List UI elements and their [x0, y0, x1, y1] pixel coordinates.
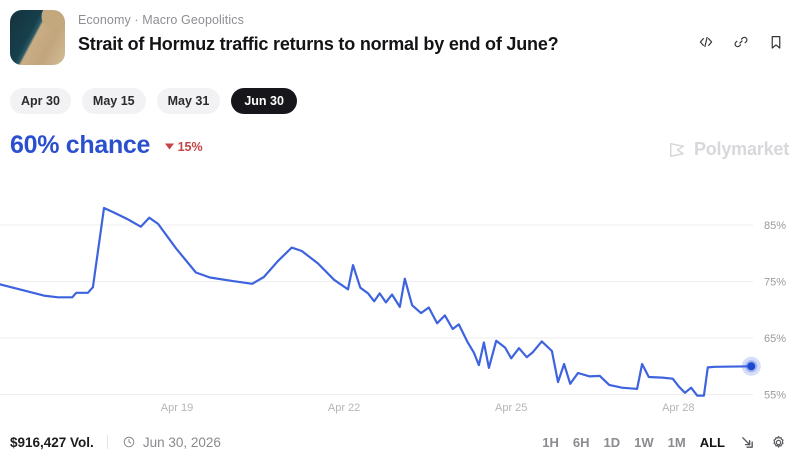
volume-label: $916,427 Vol. [10, 434, 94, 450]
polymarket-logo-icon [669, 142, 684, 157]
chance-row: 60% chance 15% Polymarket [10, 131, 789, 165]
y-tick-label: 85% [764, 220, 786, 232]
time-range-bar: 1H 6H 1D 1W 1M ALL [542, 434, 787, 451]
x-tick-label: Apr 22 [328, 402, 360, 414]
end-date: Jun 30, 2026 [121, 434, 221, 450]
price-chart-svg[interactable]: 85% 75% 65% 55% Apr 19 Apr 22 Apr 25 Apr 28 [0, 165, 799, 415]
breadcrumb[interactable]: Economy · Macro Geopolitics [78, 13, 244, 27]
y-tick-label: 55% [764, 390, 786, 402]
y-tick-label: 65% [764, 333, 786, 345]
market-thumbnail [10, 10, 65, 65]
expand-icon[interactable] [739, 434, 756, 451]
chart-footer: $916,427 Vol. Jun 30, 2026 1H 6H 1D 1W 1M ALL [10, 429, 787, 455]
tab-apr-30[interactable]: Apr 30 [10, 88, 71, 114]
header-actions [697, 33, 785, 51]
polymarket-watermark: Polymarket [667, 139, 789, 160]
tab-jun-30[interactable]: Jun 30 [231, 88, 297, 114]
clock-icon [123, 436, 135, 448]
x-tick-label: Apr 25 [495, 402, 527, 414]
chance-value: 60% chance [10, 131, 151, 159]
time-range-all[interactable]: ALL [699, 434, 725, 450]
tab-may-15[interactable]: May 15 [81, 88, 146, 114]
settings-icon[interactable] [770, 434, 787, 451]
time-range-6h[interactable]: 6H [572, 434, 590, 450]
outcome-tabs: Apr 30 May 15 May 31 Jun 30 [10, 88, 297, 114]
embed-icon[interactable] [697, 33, 715, 51]
tab-may-31[interactable]: May 31 [156, 88, 221, 114]
time-range-1d[interactable]: 1D [603, 434, 621, 450]
page-title: Strait of Hormuz traffic returns to norm… [78, 34, 559, 54]
x-tick-label: Apr 28 [662, 402, 694, 414]
y-tick-label: 75% [764, 277, 786, 289]
x-tick-label: Apr 19 [161, 402, 193, 414]
end-date-label: Jun 30, 2026 [142, 434, 221, 450]
time-ranges: 1H 6H 1D 1W 1M ALL [542, 435, 725, 450]
time-range-1w[interactable]: 1W [634, 434, 654, 450]
price-line [0, 206, 753, 397]
current-price-dot[interactable] [747, 362, 756, 371]
price-chart[interactable]: 85% 75% 65% 55% Apr 19 Apr 22 Apr 25 Apr 28 [0, 165, 799, 415]
time-range-1h[interactable]: 1H [542, 434, 559, 450]
polymarket-watermark-label: Polymarket [693, 139, 789, 159]
bookmark-icon[interactable] [767, 33, 785, 51]
chance-change-value: 15% [177, 139, 203, 154]
market-header: Economy · Macro Geopolitics Strait of Ho… [78, 13, 559, 55]
footer-divider [106, 435, 108, 449]
footer-left: $916,427 Vol. Jun 30, 2026 [10, 434, 221, 450]
down-triangle-icon [164, 143, 174, 150]
link-icon[interactable] [732, 33, 750, 51]
time-range-1m[interactable]: 1M [667, 434, 686, 450]
chance-change: 15% [164, 139, 203, 154]
